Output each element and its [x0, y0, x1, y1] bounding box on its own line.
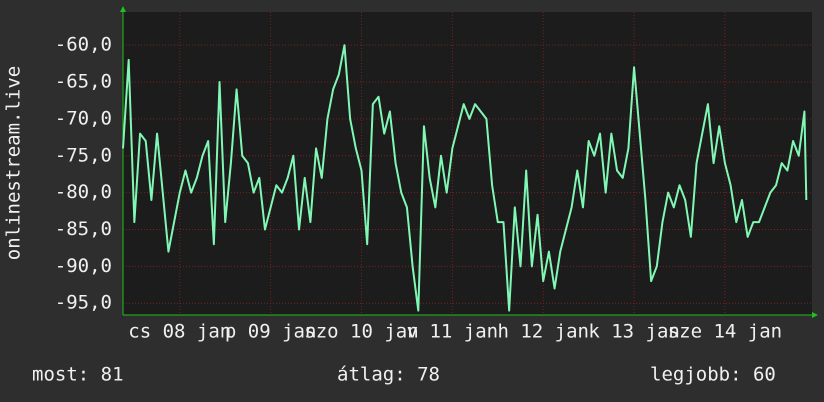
stat-average: átlag: 78 — [337, 364, 440, 386]
x-tick-label: szo 10 jan — [304, 321, 418, 343]
x-tick-label: sze 14 jan — [668, 321, 782, 343]
axis-arrow — [120, 6, 126, 12]
axis-arrow — [812, 312, 818, 318]
x-tick-label: v 11 jan — [407, 321, 499, 343]
y-tick-label: -60,0 — [55, 34, 112, 56]
y-axis-label: onlinestream.live — [3, 66, 25, 260]
y-tick-label: -90,0 — [55, 255, 112, 277]
stat-best: legjobb: 60 — [650, 364, 776, 386]
y-tick-label: -80,0 — [55, 181, 112, 203]
y-tick-label: -65,0 — [55, 71, 112, 93]
y-tick-label: -75,0 — [55, 144, 112, 166]
x-tick-label: p 09 jan — [225, 321, 317, 343]
x-tick-label: k 13 jan — [588, 321, 680, 343]
stat-current: most: 81 — [32, 364, 124, 386]
data-line — [122, 44, 808, 312]
y-tick-label: -85,0 — [55, 218, 112, 240]
x-tick-label: h 12 jan — [497, 321, 589, 343]
x-tick-label: cs 08 jan — [128, 321, 231, 343]
y-tick-label: -70,0 — [55, 107, 112, 129]
plot-area — [123, 12, 812, 315]
y-tick-label: -95,0 — [55, 292, 112, 314]
